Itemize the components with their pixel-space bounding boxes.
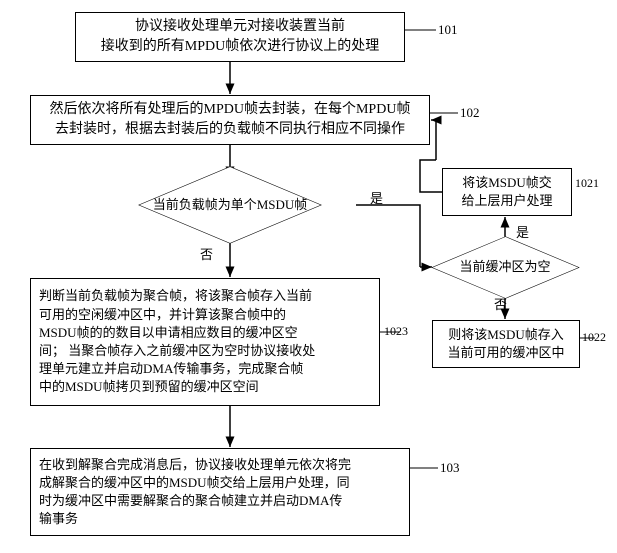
step-label-1021: 1021 bbox=[575, 176, 599, 191]
decision-single-msdu: 当前负载帧为单个MSDU帧 bbox=[105, 178, 355, 232]
decision-buffer-empty: 当前缓冲区为空 bbox=[405, 245, 605, 289]
process-box-1023: 判断当前负载帧为聚合帧，将该聚合帧存入当前可用的空闲缓冲区中，并计算该聚合帧中的… bbox=[30, 278, 380, 406]
step-label-1022: 1022 bbox=[582, 330, 606, 345]
step-label-101: 101 bbox=[438, 22, 458, 38]
process-text: 判断当前负载帧为聚合帧，将该聚合帧存入当前可用的空闲缓冲区中，并计算该聚合帧中的… bbox=[39, 287, 315, 396]
edge-label-yes2: 是 bbox=[516, 222, 529, 241]
step-label-102: 102 bbox=[460, 105, 480, 121]
decision-text: 当前缓冲区为空 bbox=[459, 259, 550, 275]
step-label-1023: 1023 bbox=[384, 324, 408, 339]
process-box-1021: 将该MSDU帧交给上层用户处理 bbox=[442, 168, 572, 216]
edge-label-no1: 否 bbox=[200, 244, 213, 263]
edge-label-yes1: 是 bbox=[370, 188, 383, 207]
decision-text: 当前负载帧为单个MSDU帧 bbox=[153, 197, 308, 213]
process-text: 协议接收处理单元对接收装置当前接收到的所有MPDU帧依次进行协议上的处理 bbox=[101, 17, 379, 56]
process-box-102: 然后依次将所有处理后的MPDU帧去封装，在每个MPDU帧去封装时，根据去封装后的… bbox=[30, 95, 430, 145]
process-text: 在收到解聚合完成消息后，协议接收处理单元依次将完成解聚合的缓冲区中的MSDU帧交… bbox=[39, 456, 351, 529]
process-box-103: 在收到解聚合完成消息后，协议接收处理单元依次将完成解聚合的缓冲区中的MSDU帧交… bbox=[30, 448, 410, 536]
process-text: 然后依次将所有处理后的MPDU帧去封装，在每个MPDU帧去封装时，根据去封装后的… bbox=[50, 100, 411, 139]
process-text: 将该MSDU帧交给上层用户处理 bbox=[461, 174, 552, 210]
process-box-1022: 则将该MSDU帧存入当前可用的缓冲区中 bbox=[432, 320, 580, 368]
process-box-101: 协议接收处理单元对接收装置当前接收到的所有MPDU帧依次进行协议上的处理 bbox=[75, 12, 405, 62]
process-text: 则将该MSDU帧存入当前可用的缓冲区中 bbox=[447, 326, 564, 362]
step-label-103: 103 bbox=[440, 460, 460, 476]
